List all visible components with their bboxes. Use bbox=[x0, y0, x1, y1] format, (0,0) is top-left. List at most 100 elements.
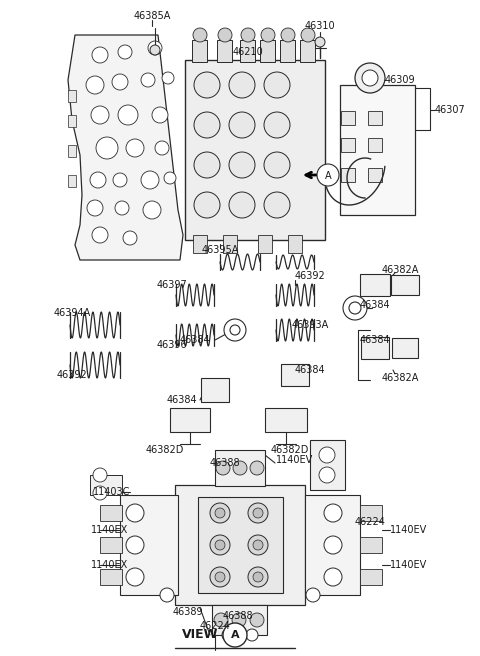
Circle shape bbox=[264, 192, 290, 218]
Circle shape bbox=[250, 613, 264, 627]
Circle shape bbox=[355, 63, 385, 93]
Polygon shape bbox=[68, 35, 183, 260]
Bar bbox=[368, 168, 382, 182]
Bar bbox=[100, 505, 122, 521]
Bar bbox=[392, 338, 418, 358]
Bar bbox=[100, 537, 122, 553]
Circle shape bbox=[214, 613, 228, 627]
Circle shape bbox=[118, 45, 132, 59]
Text: 46382A: 46382A bbox=[381, 265, 419, 275]
Circle shape bbox=[150, 45, 160, 55]
Circle shape bbox=[193, 28, 207, 42]
Text: 46392: 46392 bbox=[57, 370, 87, 380]
Bar bbox=[340, 85, 415, 215]
Text: 1140EV: 1140EV bbox=[276, 455, 313, 465]
Text: 46307: 46307 bbox=[435, 105, 466, 115]
Circle shape bbox=[222, 629, 234, 641]
Bar bbox=[223, 235, 237, 253]
Text: 1140EV: 1140EV bbox=[390, 525, 427, 535]
Text: 46384: 46384 bbox=[167, 395, 197, 405]
Text: 46310: 46310 bbox=[305, 21, 336, 31]
Text: 46384: 46384 bbox=[360, 335, 390, 345]
Circle shape bbox=[253, 572, 263, 582]
Bar bbox=[175, 485, 305, 605]
Circle shape bbox=[90, 172, 106, 188]
Text: 1140EX: 1140EX bbox=[91, 525, 128, 535]
Text: A: A bbox=[231, 630, 240, 640]
Circle shape bbox=[248, 503, 268, 523]
Text: 46384: 46384 bbox=[180, 335, 210, 345]
Circle shape bbox=[229, 112, 255, 138]
Circle shape bbox=[92, 227, 108, 243]
Bar bbox=[120, 495, 178, 595]
Circle shape bbox=[96, 137, 118, 159]
Circle shape bbox=[91, 106, 109, 124]
Bar bbox=[90, 475, 122, 495]
Circle shape bbox=[229, 192, 255, 218]
Circle shape bbox=[113, 173, 127, 187]
Bar bbox=[280, 40, 295, 62]
Bar bbox=[265, 408, 307, 432]
Circle shape bbox=[315, 37, 325, 47]
Circle shape bbox=[250, 461, 264, 475]
Circle shape bbox=[324, 536, 342, 554]
Circle shape bbox=[324, 568, 342, 586]
Circle shape bbox=[118, 105, 138, 125]
Circle shape bbox=[210, 535, 230, 555]
Bar bbox=[68, 175, 76, 187]
Circle shape bbox=[215, 508, 225, 518]
Bar bbox=[68, 90, 76, 102]
Circle shape bbox=[141, 73, 155, 87]
Text: 1140EV: 1140EV bbox=[390, 560, 427, 570]
Circle shape bbox=[281, 28, 295, 42]
Circle shape bbox=[264, 112, 290, 138]
Bar bbox=[368, 111, 382, 125]
Circle shape bbox=[160, 588, 174, 602]
Circle shape bbox=[233, 461, 247, 475]
Text: 46384: 46384 bbox=[295, 365, 325, 375]
Circle shape bbox=[93, 486, 107, 500]
Text: 46388: 46388 bbox=[223, 611, 253, 621]
Circle shape bbox=[216, 461, 230, 475]
Bar bbox=[185, 60, 325, 240]
Circle shape bbox=[246, 629, 258, 641]
Circle shape bbox=[319, 447, 335, 463]
Text: 46224: 46224 bbox=[355, 517, 386, 527]
Text: 46385A: 46385A bbox=[133, 11, 171, 21]
Circle shape bbox=[264, 72, 290, 98]
Text: 46388: 46388 bbox=[210, 458, 240, 468]
Text: 46393A: 46393A bbox=[291, 320, 329, 330]
Circle shape bbox=[126, 139, 144, 157]
Text: 46210: 46210 bbox=[233, 47, 264, 57]
Circle shape bbox=[261, 28, 275, 42]
Bar bbox=[192, 40, 207, 62]
Bar bbox=[368, 138, 382, 152]
Text: 46397: 46397 bbox=[156, 280, 187, 290]
Bar bbox=[341, 111, 355, 125]
Circle shape bbox=[241, 28, 255, 42]
Bar bbox=[300, 40, 315, 62]
Circle shape bbox=[264, 152, 290, 178]
Circle shape bbox=[194, 152, 220, 178]
Circle shape bbox=[92, 47, 108, 63]
Text: 46384: 46384 bbox=[360, 300, 390, 310]
Text: 46382A: 46382A bbox=[381, 373, 419, 383]
Circle shape bbox=[224, 319, 246, 341]
Circle shape bbox=[162, 72, 174, 84]
Circle shape bbox=[93, 468, 107, 482]
Circle shape bbox=[126, 504, 144, 522]
Bar bbox=[281, 364, 309, 386]
Bar bbox=[391, 275, 419, 295]
Circle shape bbox=[86, 76, 104, 94]
Bar bbox=[217, 40, 232, 62]
Circle shape bbox=[148, 41, 162, 55]
Circle shape bbox=[155, 141, 169, 155]
Circle shape bbox=[319, 467, 335, 483]
Text: 11403C: 11403C bbox=[93, 487, 130, 497]
Bar bbox=[360, 569, 382, 585]
Circle shape bbox=[218, 28, 232, 42]
Circle shape bbox=[141, 171, 159, 189]
Circle shape bbox=[349, 302, 361, 314]
Text: VIEW: VIEW bbox=[181, 628, 218, 642]
Bar bbox=[260, 40, 275, 62]
